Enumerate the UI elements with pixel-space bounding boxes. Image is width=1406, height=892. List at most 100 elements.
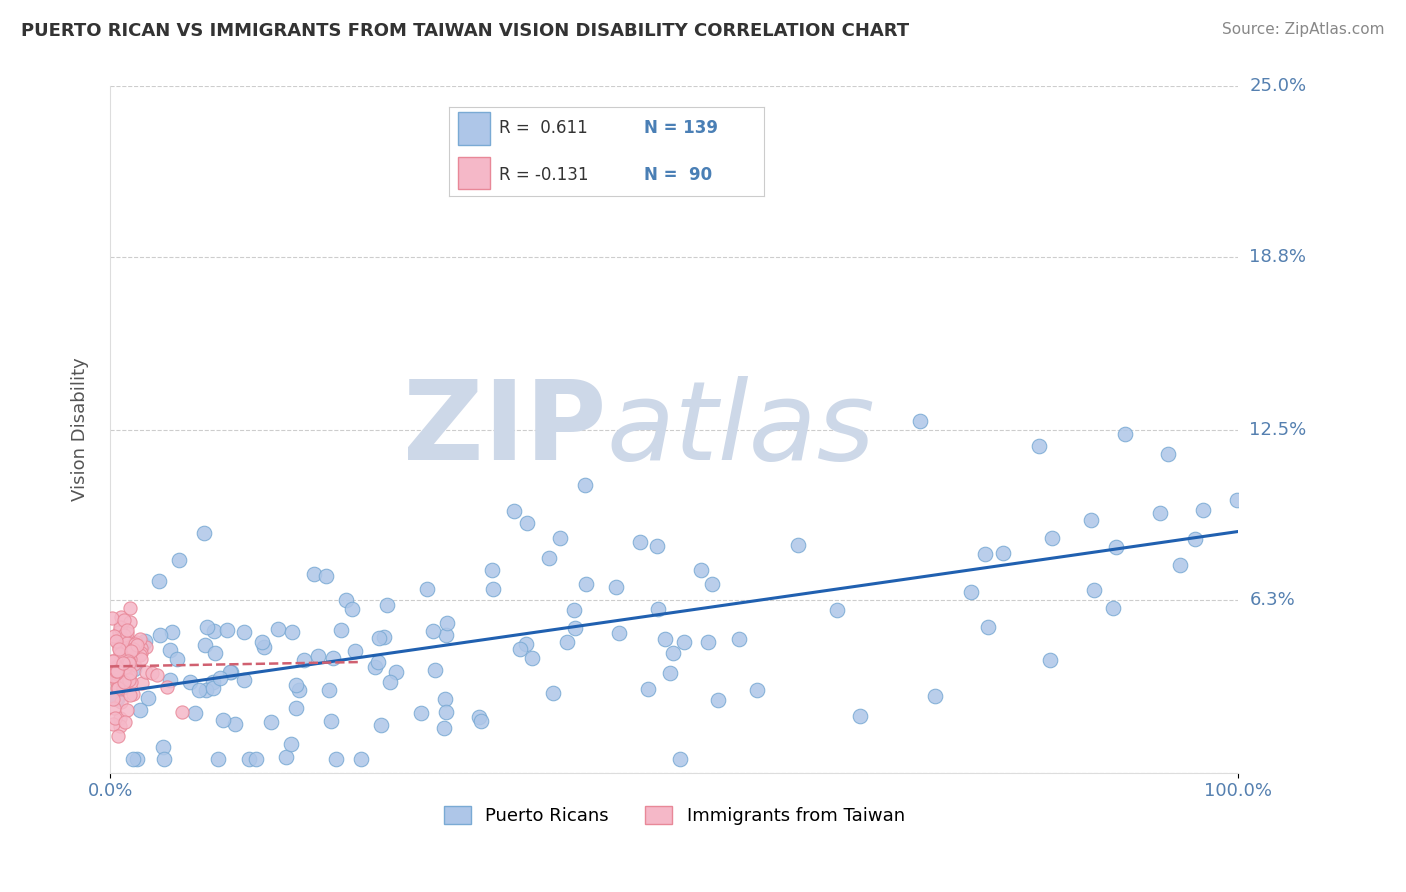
Point xyxy=(148,574,170,589)
Point xyxy=(111,681,134,695)
Point xyxy=(605,580,627,594)
Point xyxy=(1114,427,1136,442)
Point xyxy=(288,682,311,697)
Point xyxy=(378,674,401,689)
Point xyxy=(409,706,432,720)
Point xyxy=(232,673,254,687)
Point xyxy=(100,654,122,668)
Point xyxy=(115,623,138,637)
Point xyxy=(129,646,152,660)
Point xyxy=(115,650,138,665)
Point xyxy=(786,538,808,552)
Point xyxy=(364,660,387,674)
Point xyxy=(924,690,946,704)
Point xyxy=(385,665,408,680)
Point xyxy=(101,669,124,683)
Point xyxy=(976,620,998,634)
Point xyxy=(1184,532,1206,546)
Point xyxy=(134,633,156,648)
Point xyxy=(105,660,128,674)
Point xyxy=(329,623,352,637)
Point xyxy=(548,532,571,546)
Point xyxy=(111,656,134,670)
Text: Source: ZipAtlas.com: Source: ZipAtlas.com xyxy=(1222,22,1385,37)
Point xyxy=(322,650,344,665)
Point xyxy=(112,628,135,642)
Point xyxy=(121,687,143,701)
Point xyxy=(245,752,267,766)
Point xyxy=(238,752,260,766)
Point xyxy=(120,644,142,658)
Point xyxy=(131,676,153,690)
Point xyxy=(141,665,163,680)
Point xyxy=(292,653,315,667)
Point xyxy=(281,624,304,639)
Point xyxy=(647,601,669,615)
Point xyxy=(117,640,139,654)
Point xyxy=(129,703,152,717)
Point xyxy=(342,602,364,616)
Point xyxy=(707,693,730,707)
Point xyxy=(509,642,531,657)
Point xyxy=(194,682,217,697)
Text: 18.8%: 18.8% xyxy=(1250,248,1306,266)
Point xyxy=(159,673,181,688)
Point xyxy=(118,652,141,666)
Point xyxy=(105,673,128,688)
Point xyxy=(115,675,138,690)
Point xyxy=(107,636,129,650)
Point xyxy=(111,631,134,645)
Point xyxy=(132,637,155,651)
Point xyxy=(118,650,141,665)
Point xyxy=(110,711,132,725)
Text: 6.3%: 6.3% xyxy=(1250,591,1295,609)
Point xyxy=(166,652,188,666)
Point xyxy=(575,577,598,591)
Text: 25.0%: 25.0% xyxy=(1250,78,1306,95)
Point xyxy=(118,666,141,681)
Point xyxy=(434,705,457,719)
Point xyxy=(307,649,329,664)
Point xyxy=(172,706,194,720)
Point xyxy=(125,638,148,652)
Point xyxy=(105,691,128,706)
Point xyxy=(538,551,561,566)
Point xyxy=(118,656,141,670)
Point xyxy=(136,690,159,705)
Point xyxy=(285,678,308,692)
Text: ZIP: ZIP xyxy=(404,376,606,483)
Point xyxy=(153,752,176,766)
Point xyxy=(669,752,692,766)
Point xyxy=(103,701,125,715)
Point xyxy=(516,516,538,530)
Point xyxy=(149,628,172,642)
Point xyxy=(468,709,491,723)
Point xyxy=(252,635,274,649)
Point xyxy=(728,632,751,646)
Point xyxy=(1083,583,1105,598)
Point xyxy=(105,681,128,695)
Point xyxy=(114,714,136,729)
Point xyxy=(1149,506,1171,520)
Point xyxy=(470,714,492,728)
Point xyxy=(156,680,179,694)
Point xyxy=(991,545,1014,559)
Point xyxy=(373,631,395,645)
Point xyxy=(193,525,215,540)
Point xyxy=(908,414,931,428)
Point xyxy=(187,683,209,698)
Point xyxy=(115,703,138,717)
Point xyxy=(129,648,152,662)
Point xyxy=(564,621,586,635)
Point xyxy=(145,668,167,682)
Point xyxy=(114,660,136,674)
Point xyxy=(120,642,142,657)
Point xyxy=(974,547,997,561)
Point xyxy=(1040,531,1063,545)
Point xyxy=(105,634,128,648)
Point xyxy=(112,676,135,690)
Point xyxy=(434,628,457,642)
Point xyxy=(110,620,132,634)
Point xyxy=(503,504,526,518)
Legend: Puerto Ricans, Immigrants from Taiwan: Puerto Ricans, Immigrants from Taiwan xyxy=(436,798,912,832)
